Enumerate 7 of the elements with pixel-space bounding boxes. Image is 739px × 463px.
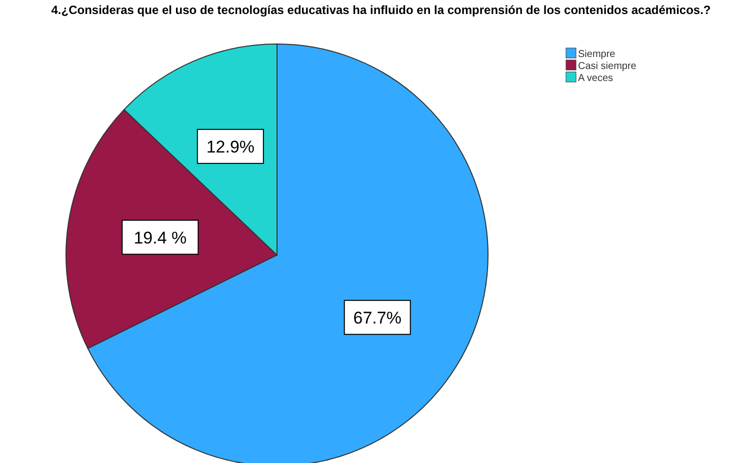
legend-label: A veces [578, 73, 614, 84]
data-label: 19.4 % [134, 228, 187, 248]
legend-label: Casi siempre [578, 61, 637, 72]
chart-title: 4.¿Consideras que el uso de tecnologías educativas ha influido en la comprensión de los contenidos académicos.? [51, 3, 711, 17]
legend-label: Siempre [578, 49, 616, 60]
data-label: 67.7% [353, 308, 402, 328]
data-label: 12.9% [206, 137, 255, 156]
